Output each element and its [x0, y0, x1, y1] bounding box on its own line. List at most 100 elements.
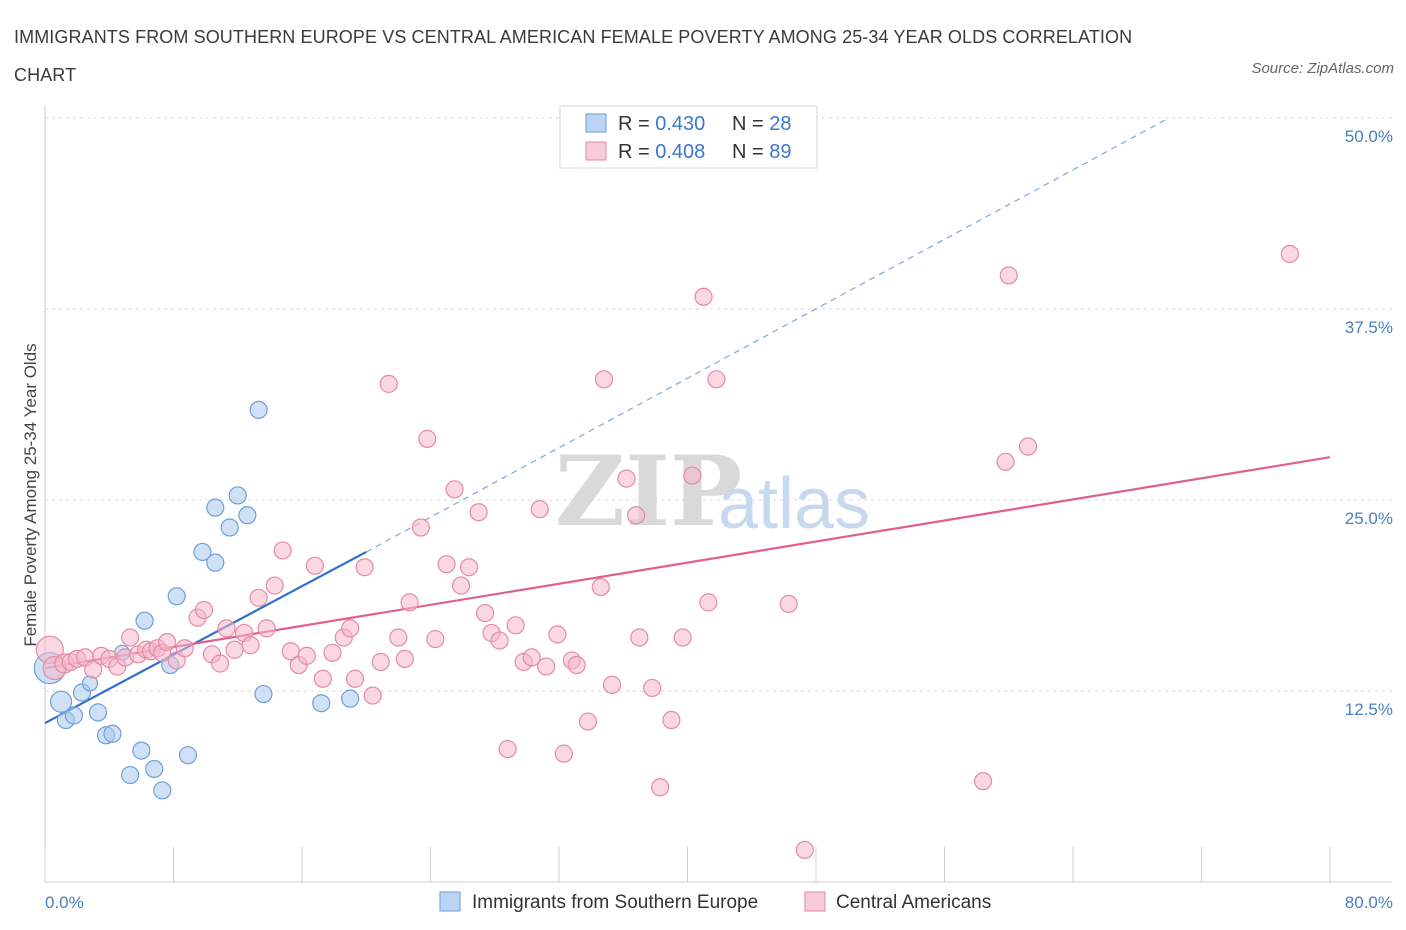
point-central-americans [469, 503, 488, 522]
point-southern-europe [206, 553, 225, 572]
watermark-zip: ZIP [555, 435, 742, 548]
point-central-americans [673, 628, 692, 647]
point-central-americans [1018, 437, 1038, 456]
point-southern-europe [103, 724, 122, 743]
point-central-americans [643, 678, 662, 698]
point-central-americans [795, 840, 814, 860]
point-central-americans [779, 594, 798, 614]
point-central-americans [594, 370, 614, 389]
point-southern-europe [254, 684, 273, 704]
point-southern-europe [312, 694, 331, 713]
point-central-americans [498, 739, 517, 759]
point-central-americans [530, 500, 549, 519]
series-legend-label-pink: Central Americans [836, 892, 991, 913]
point-southern-europe [153, 781, 172, 800]
point-central-americans [617, 469, 636, 488]
point-central-americans [522, 648, 541, 667]
point-central-americans [490, 631, 509, 650]
point-southern-europe [228, 486, 247, 505]
point-southern-europe [167, 587, 186, 606]
point-central-americans [630, 628, 649, 647]
point-central-americans [445, 480, 464, 499]
point-central-americans [121, 628, 140, 647]
point-central-americans [345, 669, 365, 688]
svg-text:N = 28: N = 28 [732, 113, 792, 135]
point-central-americans [476, 603, 495, 623]
point-central-americans [217, 619, 236, 638]
point-central-americans [379, 374, 398, 393]
trend-line-southern-europe [45, 550, 367, 725]
watermark-atlas: atlas [718, 464, 870, 544]
legend-r-value-pink: 0.408 [655, 141, 705, 163]
point-central-americans [699, 593, 718, 612]
chart-title: IMMIGRANTS FROM SOUTHERN EUROPE VS CENTR… [14, 27, 1133, 85]
y-axis-label: Female Poverty Among 25-34 Year Olds [21, 343, 40, 646]
point-southern-europe [193, 542, 212, 562]
axes [44, 105, 1392, 883]
point-central-americans [265, 576, 284, 595]
point-central-americans [249, 588, 268, 607]
point-southern-europe [88, 703, 108, 722]
legend-n-label-pink: N = [732, 141, 769, 163]
legend-r-value-blue: 0.430 [655, 113, 705, 135]
point-central-americans [694, 287, 713, 306]
point-central-americans [626, 506, 646, 525]
point-central-americans [313, 669, 332, 688]
point-central-americans [323, 643, 342, 662]
point-southern-europe [135, 611, 154, 630]
point-central-americans [707, 370, 726, 389]
point-central-americans [999, 266, 1018, 285]
point-southern-europe [249, 400, 268, 419]
point-central-americans [194, 600, 214, 620]
point-central-americans [554, 744, 573, 763]
point-central-americans [548, 625, 567, 644]
point-central-americans [578, 712, 598, 731]
x-tick-label-max: 80.0% [1345, 893, 1393, 912]
point-central-americans [389, 628, 408, 647]
point-central-americans [411, 518, 430, 537]
legend-n-label-blue: N = [732, 113, 769, 135]
point-southern-europe [220, 518, 239, 537]
point-southern-europe [121, 765, 140, 785]
point-central-americans [363, 686, 382, 705]
y-tick-label: 12.5% [1345, 700, 1393, 719]
point-central-americans [996, 452, 1015, 471]
point-central-americans [341, 619, 360, 638]
svg-text:R = 0.408: R = 0.408 [618, 141, 705, 163]
point-central-americans [506, 616, 525, 635]
correlation-legend: R = 0.430 N = 28 R = 0.408 N = 89 [559, 105, 818, 169]
point-central-americans [400, 593, 419, 612]
point-central-americans [371, 652, 390, 672]
point-central-americans [84, 660, 103, 679]
point-central-americans [225, 640, 244, 659]
svg-text:N = 89: N = 89 [732, 141, 792, 163]
point-central-americans [157, 633, 177, 652]
series-legend-label-blue: Immigrants from Southern Europe [472, 892, 758, 913]
point-central-americans [426, 629, 445, 649]
legend-swatch-blue [585, 113, 607, 133]
point-central-americans [355, 558, 374, 577]
point-central-americans [459, 558, 479, 577]
source-label: Source: ZipAtlas.com [1251, 60, 1394, 77]
point-southern-europe [49, 690, 73, 713]
point-central-americans [241, 636, 260, 655]
point-southern-europe [64, 706, 84, 725]
y-tick-label: 37.5% [1345, 318, 1393, 337]
legend-r-label-blue: R = [618, 113, 655, 135]
point-southern-europe [132, 741, 151, 760]
data-points [33, 244, 1299, 860]
point-central-americans [273, 541, 292, 560]
series-legend-swatch-blue [439, 891, 461, 912]
legend-n-value-blue: 28 [769, 113, 791, 135]
point-central-americans [175, 639, 194, 658]
point-central-americans [1280, 244, 1299, 264]
point-central-americans [257, 619, 276, 638]
point-central-americans [602, 675, 622, 694]
point-central-americans [567, 655, 586, 675]
point-southern-europe [238, 506, 257, 525]
point-central-americans [537, 657, 556, 676]
point-central-americans [305, 556, 324, 575]
point-central-americans [437, 555, 456, 574]
y-tick-label: 50.0% [1345, 127, 1393, 146]
